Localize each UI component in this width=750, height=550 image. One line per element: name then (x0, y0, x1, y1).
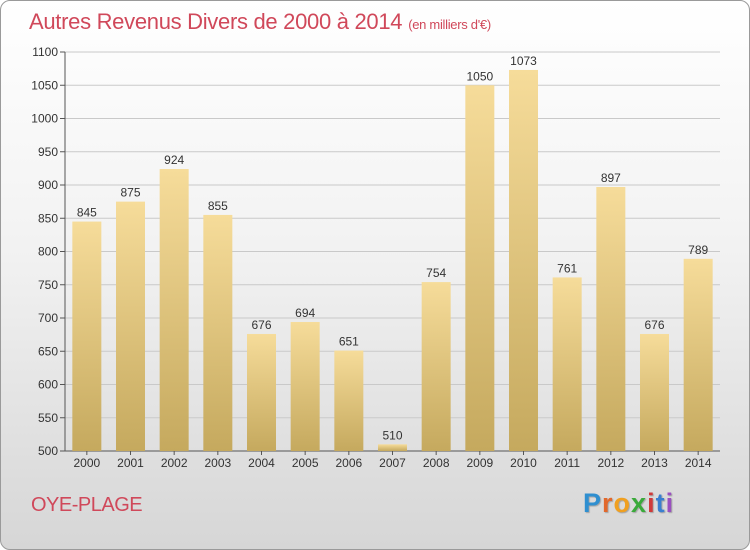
data-label: 651 (339, 335, 359, 349)
logo-letter: r (602, 488, 614, 518)
logo-letter: x (631, 488, 648, 518)
bar (290, 321, 320, 451)
logo-letter: i (665, 488, 675, 518)
logo-letter: P (583, 488, 603, 518)
x-tick-label: 2008 (423, 456, 450, 470)
logo-letter: i (647, 488, 656, 518)
proxiti-logo: Proxiti (583, 488, 674, 519)
y-tick-label: 950 (38, 145, 58, 159)
data-label: 845 (77, 206, 97, 220)
bar (72, 221, 102, 451)
y-tick-label: 550 (38, 411, 58, 425)
y-tick-label: 1050 (31, 78, 58, 92)
x-tick-label: 2009 (466, 456, 493, 470)
x-tick-label: 2013 (641, 456, 668, 470)
bar (596, 186, 626, 451)
data-label: 924 (164, 153, 184, 167)
y-tick-label: 700 (38, 311, 58, 325)
bar (378, 444, 407, 451)
data-label: 1050 (466, 69, 493, 83)
bar (247, 333, 276, 451)
y-tick-label: 800 (38, 245, 58, 259)
logo-letter: t (655, 488, 666, 518)
data-label: 761 (557, 261, 577, 275)
data-label: 855 (208, 199, 228, 213)
x-tick-label: 2010 (510, 456, 537, 470)
place-name: OYE-PLAGE (31, 494, 143, 516)
bar (640, 333, 669, 451)
x-tick-label: 2005 (292, 456, 319, 470)
x-tick-label: 2012 (597, 456, 624, 470)
data-label: 875 (120, 186, 140, 200)
x-tick-label: 2000 (73, 456, 100, 470)
data-labels: 845 875 924 855 676 694 651 510 754 1050 1073 761 89… (77, 54, 709, 442)
bar (203, 214, 233, 451)
data-label: 694 (295, 306, 315, 320)
bar (552, 277, 582, 451)
bar (116, 201, 145, 451)
x-tick-label: 2001 (117, 456, 144, 470)
data-label: 676 (644, 318, 664, 332)
bar (159, 169, 189, 452)
x-tick-label: 2006 (335, 456, 362, 470)
data-label: 676 (251, 318, 271, 332)
x-tick-label: 2007 (379, 456, 406, 470)
data-label: 754 (426, 266, 446, 280)
logo-letter: o (613, 488, 632, 518)
x-tick-label: 2011 (554, 456, 580, 470)
bar (465, 85, 495, 451)
x-tick-label: 2002 (161, 456, 188, 470)
data-label: 510 (382, 428, 402, 442)
y-tick-label: 650 (38, 344, 58, 358)
bar (421, 282, 451, 451)
data-label: 1073 (510, 54, 537, 68)
bars (72, 69, 713, 452)
y-tick-label: 600 (38, 378, 58, 392)
y-tick-label: 900 (38, 178, 58, 192)
y-tick-label: 750 (38, 278, 58, 292)
y-tick-label: 1000 (31, 112, 58, 126)
axes: 500 550 600 650 700 750 800 850 900 950 1000 1050 11… (31, 45, 720, 470)
chart-subtitle: (en milliers d'€) (408, 17, 491, 32)
bar (334, 350, 364, 451)
chart-title: Autres Revenus Divers de 2000 à 2014 (en … (29, 9, 491, 35)
x-tick-label: 2014 (685, 456, 712, 470)
x-tick-label: 2003 (204, 456, 231, 470)
bar (683, 258, 713, 451)
chart-title-text: Autres Revenus Divers de 2000 à 2014 (29, 9, 403, 34)
y-tick-label: 1100 (32, 45, 58, 59)
x-tick-label: 2004 (248, 456, 275, 470)
y-tick-label: 500 (38, 444, 58, 458)
bar (509, 69, 538, 451)
y-tick-label: 850 (38, 211, 58, 225)
data-label: 897 (601, 171, 621, 185)
data-label: 789 (688, 243, 708, 257)
